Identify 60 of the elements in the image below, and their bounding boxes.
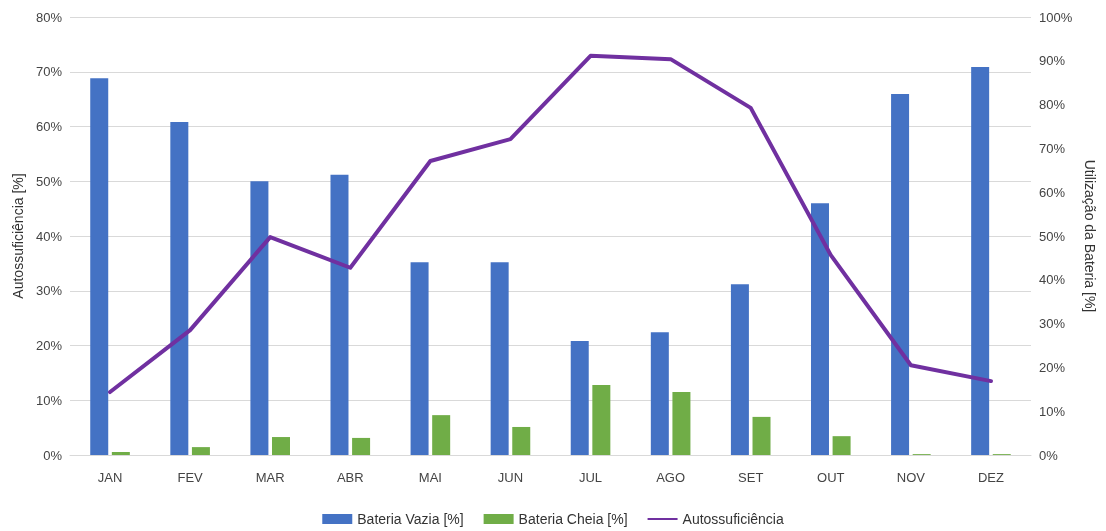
bar — [410, 262, 429, 455]
bar — [891, 94, 910, 455]
y2-tick-label: 80% — [1039, 97, 1066, 113]
bar — [250, 181, 269, 455]
x-tick-label: FEV — [177, 470, 204, 485]
bar — [90, 78, 109, 455]
bar — [170, 122, 189, 455]
bar — [570, 341, 589, 455]
x-tick-label: OUT — [817, 470, 845, 485]
x-tick-label: AGO — [656, 470, 686, 485]
y2-tick-label: 100% — [1039, 9, 1073, 25]
line-series — [108, 53, 993, 395]
y-tick-label: 50% — [35, 173, 63, 189]
bar — [971, 66, 990, 455]
y2-tick-label: 20% — [1039, 359, 1066, 375]
bar — [432, 415, 451, 455]
y2-tick-label: 60% — [1039, 184, 1066, 200]
y-tick-label: 30% — [35, 283, 63, 299]
y2-tick-label: 40% — [1039, 272, 1066, 288]
bar — [272, 437, 291, 455]
bar — [752, 416, 771, 455]
bar — [191, 447, 210, 455]
x-tick-label: ABR — [336, 470, 364, 485]
x-tick-label: JAN — [97, 470, 123, 485]
y-axis-title: Autossuficiência [%] — [10, 173, 26, 299]
y2-tick-label: 10% — [1039, 403, 1066, 419]
x-tick-label: NOV — [896, 470, 926, 485]
y2-tick-label: 30% — [1039, 316, 1066, 332]
x-tick-label: SET — [738, 470, 764, 485]
y2-tick-label: 90% — [1039, 53, 1066, 69]
bar — [330, 174, 349, 455]
legend-label: Bateria Vazia [%] — [357, 511, 464, 527]
y2-axis-title: Utilização da Bateria [%] — [1082, 159, 1099, 313]
y-tick-label: 40% — [35, 228, 63, 244]
bar — [352, 437, 371, 455]
y-tick-label: 20% — [35, 338, 63, 353]
y2-tick-label: 50% — [1039, 228, 1066, 244]
x-tick-label: JUL — [578, 470, 603, 485]
y-tick-label: 0% — [43, 447, 63, 463]
bar — [650, 332, 669, 455]
bar — [490, 262, 509, 455]
y-tick-label: 10% — [35, 392, 63, 408]
bar — [672, 391, 691, 455]
legend-label: Bateria Cheia [%] — [518, 511, 628, 527]
x-tick-label: MAI — [418, 470, 442, 485]
bar — [111, 451, 130, 455]
y-tick-label: 70% — [35, 64, 63, 80]
x-tick-label: JUN — [497, 470, 524, 485]
x-tick-label: DEZ — [977, 470, 1005, 485]
bar — [730, 284, 749, 455]
bar — [832, 436, 851, 455]
bar — [810, 203, 829, 455]
bar — [512, 426, 531, 455]
bar — [592, 384, 611, 455]
legend-label: Autossuficiência — [682, 511, 784, 527]
y-tick-label: 80% — [35, 9, 63, 25]
y2-tick-label: 70% — [1039, 140, 1066, 156]
y2-tick-label: 0% — [1039, 447, 1059, 463]
y-tick-label: 60% — [35, 119, 63, 134]
x-tick-label: MAR — [255, 470, 285, 485]
